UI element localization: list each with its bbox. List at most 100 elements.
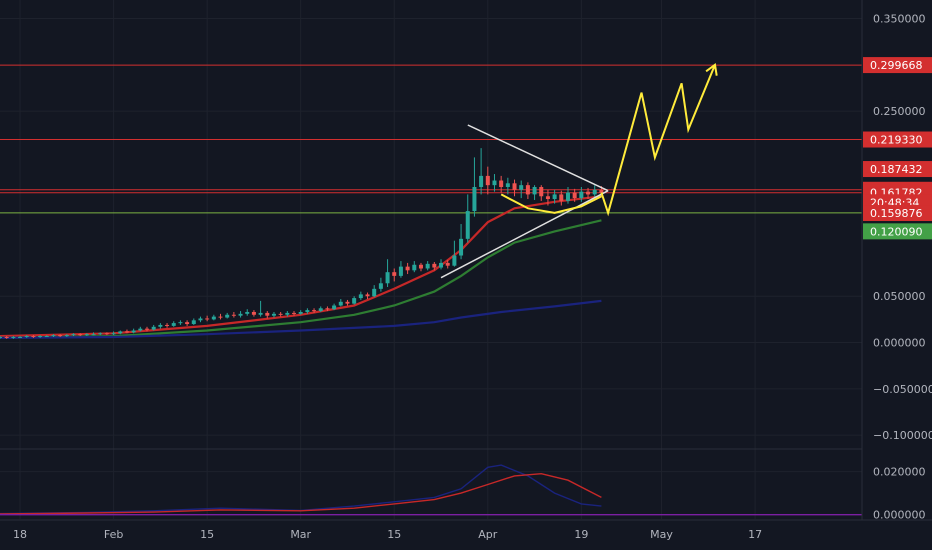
candle-body (592, 189, 597, 195)
candle-body (452, 255, 457, 266)
candle-body (104, 333, 109, 335)
candle-body (405, 266, 410, 271)
time-axis-label: 18 (13, 528, 27, 541)
candle-body (38, 336, 43, 338)
candle-body (245, 311, 250, 314)
candle-body (151, 326, 156, 330)
triangle-lower-trendline (440, 190, 609, 279)
candle-body (579, 191, 584, 199)
candle-body (459, 238, 464, 256)
candle-body (532, 187, 537, 195)
candle-body (325, 308, 330, 310)
candle-body (472, 187, 477, 212)
candle-body (165, 324, 170, 326)
candle-body (332, 305, 337, 310)
candle-body (271, 313, 276, 316)
candle-body (91, 334, 96, 336)
annotations (440, 63, 718, 279)
time-axis-label: Feb (104, 528, 123, 541)
candle-body (178, 322, 183, 324)
candle-body (118, 331, 123, 334)
candle-body (432, 263, 437, 268)
horizontal-levels (0, 64, 862, 214)
price-axis-label: 0.050000 (873, 290, 926, 303)
candle-body (398, 266, 403, 276)
price-tag-box (863, 161, 932, 178)
candle-body (251, 311, 256, 315)
candle-body (278, 313, 283, 315)
candle-body (365, 294, 370, 297)
candlesticks (0, 148, 604, 339)
price-tag-box (863, 57, 932, 74)
candle-body (171, 323, 176, 326)
candle-body (131, 330, 136, 333)
candle-body (418, 264, 423, 269)
time-axis-label: 15 (387, 528, 401, 541)
candle-body (539, 187, 544, 197)
candle-body (372, 288, 377, 297)
candle-body (586, 191, 591, 195)
triangle-upper-trendline (467, 124, 609, 192)
candle-body (111, 333, 116, 335)
candle-body (352, 298, 357, 304)
candle-body (445, 262, 450, 266)
candle-body (338, 301, 343, 306)
time-axis-label: 15 (200, 528, 214, 541)
candle-body (545, 196, 550, 200)
candle-body (71, 334, 76, 336)
price-tags: 0.2996680.2193300.1874320.1649850.161782… (863, 57, 932, 240)
candle-body (158, 324, 163, 327)
price-tag-box (863, 131, 932, 148)
time-axis[interactable]: 18 Feb 15 Mar 15 Apr 19 May 17 (13, 528, 762, 541)
moving-average-line (0, 299, 602, 339)
moving-averages (0, 195, 602, 339)
candle-body (318, 308, 323, 312)
price-tag-label: 0.299668 (870, 59, 923, 72)
price-tag-box (863, 223, 932, 240)
candle-body (51, 335, 56, 337)
candle-body (138, 328, 143, 331)
candle-body (572, 192, 577, 199)
candle-body (145, 328, 150, 330)
candle-body (78, 334, 83, 336)
candle-body (0, 336, 3, 338)
price-tag-label: 0.120090 (870, 225, 923, 238)
price-axis-label: 0.350000 (873, 13, 926, 26)
cup-arc (500, 193, 602, 214)
moving-average-line (0, 219, 602, 339)
candle-body (565, 192, 570, 201)
candle-body (412, 264, 417, 271)
candle-body (479, 175, 484, 188)
candle-body (84, 334, 89, 336)
candle-body (58, 335, 63, 337)
candle-body (305, 310, 310, 312)
candle-body (392, 272, 397, 276)
oscillator-axis-label: 0.020000 (873, 466, 926, 479)
candle-body (64, 335, 69, 337)
projection-arrowhead (705, 63, 718, 76)
candle-body (492, 180, 497, 186)
candle-body (525, 185, 530, 195)
time-axis-label: Mar (290, 528, 311, 541)
price-tag-label: 0.187432 (870, 163, 923, 176)
price-axis-label: 0.250000 (873, 105, 926, 118)
candle-body (4, 336, 9, 338)
candle-body (11, 336, 16, 338)
price-axis[interactable]: 0.350000 0.250000 0.050000 0.000000 −0.05000… (873, 13, 932, 522)
candle-body (218, 316, 223, 318)
candle-body (358, 294, 363, 299)
candle-body (439, 262, 444, 268)
candle-body (519, 185, 524, 190)
candle-body (285, 312, 290, 315)
candle-body (465, 211, 470, 239)
candle-body (385, 272, 390, 284)
candle-body (124, 331, 129, 333)
candle-body (378, 283, 383, 289)
time-axis-label: 17 (748, 528, 762, 541)
candle-body (505, 183, 510, 188)
candle-body (185, 322, 190, 325)
price-axis-label: −0.100000 (873, 429, 932, 442)
time-axis-label: Apr (478, 528, 498, 541)
